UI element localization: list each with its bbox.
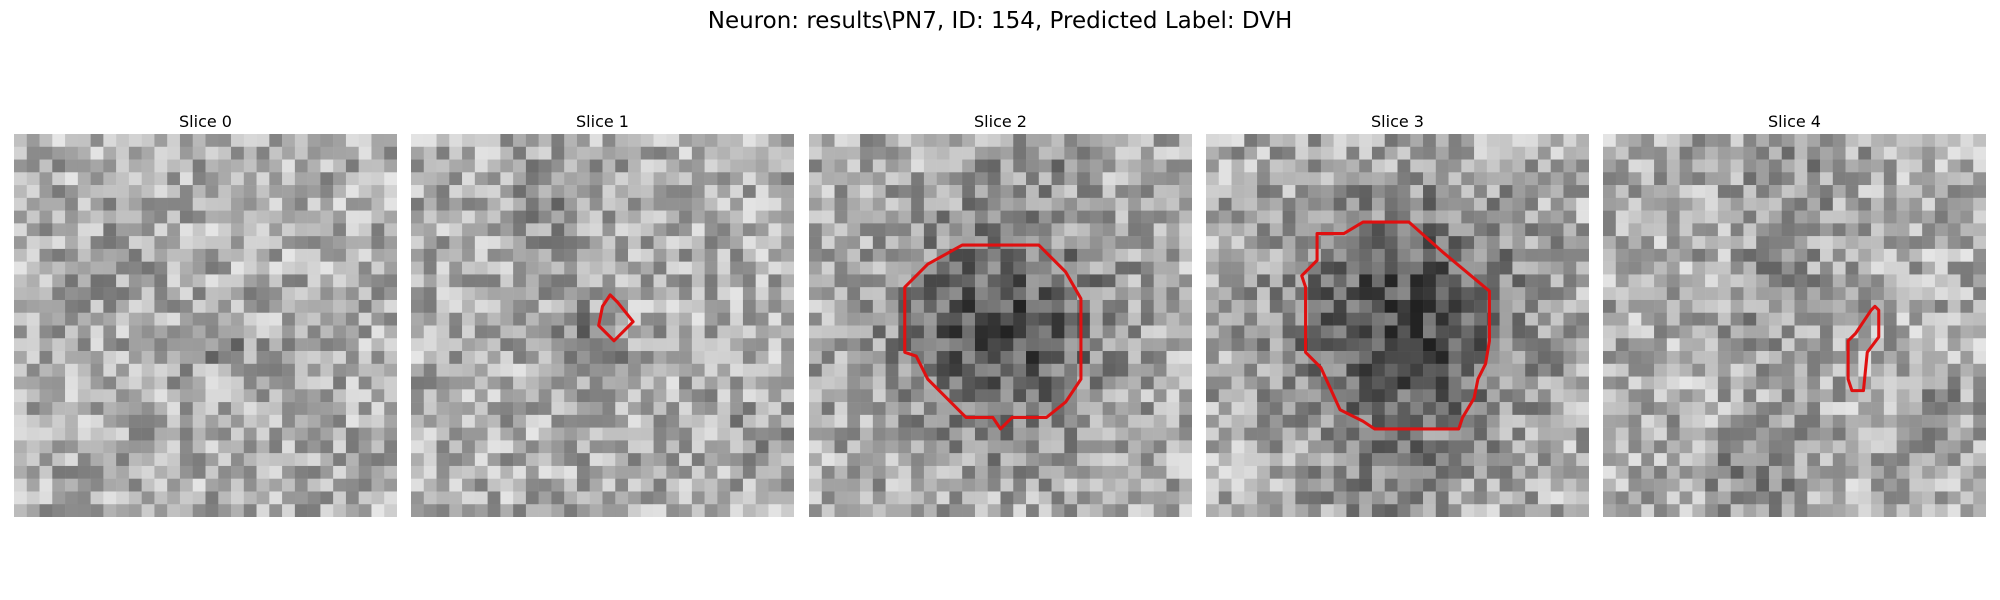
slice-image — [411, 134, 794, 517]
slice-image — [1206, 134, 1589, 517]
slice-image — [809, 134, 1192, 517]
slice-panel-2: Slice 2 — [809, 112, 1192, 517]
pixel-grid — [1206, 134, 1589, 517]
slice-panel-4: Slice 4 — [1603, 112, 1986, 517]
slice-title: Slice 1 — [576, 112, 629, 131]
slice-title: Slice 2 — [974, 112, 1027, 131]
slice-title: Slice 4 — [1768, 112, 1821, 131]
roi-contour — [597, 293, 635, 343]
slice-panel-1: Slice 1 — [411, 112, 794, 517]
roi-contour — [1846, 304, 1881, 393]
slice-title: Slice 3 — [1371, 112, 1424, 131]
slice-image — [1603, 134, 1986, 517]
slice-panel-0: Slice 0 — [14, 112, 397, 517]
slice-panel-3: Slice 3 — [1206, 112, 1589, 517]
slice-image — [14, 134, 397, 517]
pixel-grid — [809, 134, 1192, 517]
roi-contour — [1300, 220, 1491, 431]
slice-title: Slice 0 — [179, 112, 232, 131]
figure-title: Neuron: results\PN7, ID: 154, Predicted … — [707, 8, 1293, 34]
pixel-grid — [1603, 134, 1986, 517]
pixel-grid — [411, 134, 794, 517]
roi-contour — [903, 243, 1083, 431]
pixel-grid — [14, 134, 397, 517]
